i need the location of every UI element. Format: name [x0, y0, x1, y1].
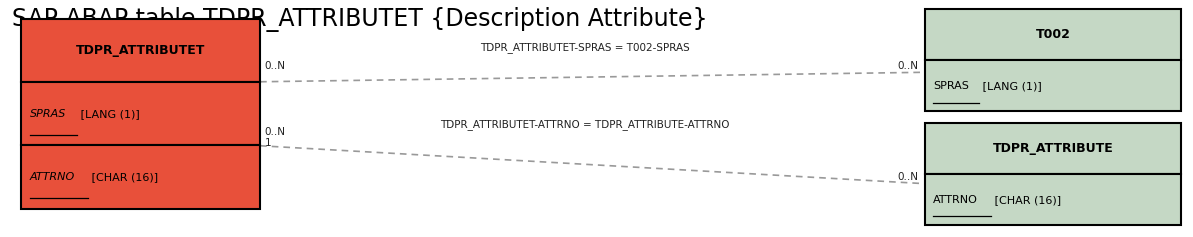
Text: 0..N: 0..N: [897, 61, 919, 71]
Text: TDPR_ATTRIBUTET-ATTRNO = TDPR_ATTRIBUTE-ATTRNO: TDPR_ATTRIBUTET-ATTRNO = TDPR_ATTRIBUTE-…: [440, 119, 729, 130]
Text: T002: T002: [1036, 28, 1070, 41]
Bar: [925, 9, 1181, 60]
Text: SPRAS: SPRAS: [30, 109, 66, 119]
Text: [LANG (1)]: [LANG (1)]: [76, 109, 140, 119]
Bar: [21, 82, 260, 145]
Text: TDPR_ATTRIBUTE: TDPR_ATTRIBUTE: [993, 142, 1113, 155]
Text: TDPR_ATTRIBUTET: TDPR_ATTRIBUTET: [76, 44, 205, 57]
Bar: [925, 60, 1181, 111]
Text: 0..N: 0..N: [265, 61, 286, 71]
Text: [CHAR (16)]: [CHAR (16)]: [88, 172, 159, 182]
Text: ATTRNO: ATTRNO: [933, 195, 978, 205]
Bar: [21, 145, 260, 209]
Text: 0..N: 0..N: [897, 172, 919, 182]
Text: ATTRNO: ATTRNO: [30, 172, 75, 182]
Bar: [925, 174, 1181, 225]
Text: TDPR_ATTRIBUTET-SPRAS = T002-SPRAS: TDPR_ATTRIBUTET-SPRAS = T002-SPRAS: [480, 42, 690, 53]
Text: SPRAS: SPRAS: [933, 81, 969, 91]
Text: 0..N
1: 0..N 1: [265, 127, 286, 148]
Text: [LANG (1)]: [LANG (1)]: [979, 81, 1041, 91]
Text: SAP ABAP table TDPR_ATTRIBUTET {Description Attribute}: SAP ABAP table TDPR_ATTRIBUTET {Descript…: [12, 7, 707, 32]
Bar: [21, 19, 260, 82]
Bar: [925, 123, 1181, 174]
Text: [CHAR (16)]: [CHAR (16)]: [991, 195, 1061, 205]
